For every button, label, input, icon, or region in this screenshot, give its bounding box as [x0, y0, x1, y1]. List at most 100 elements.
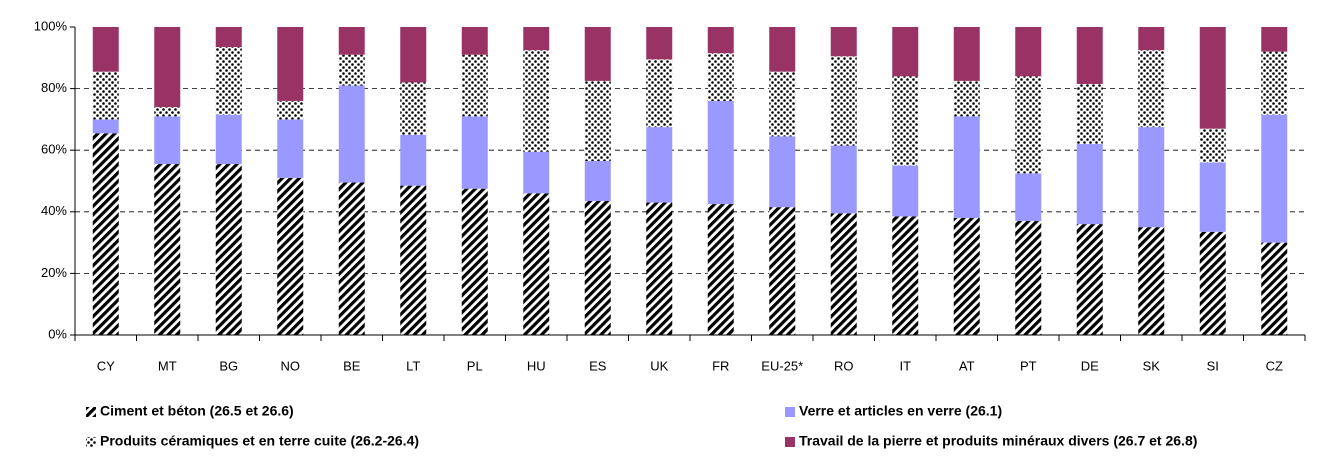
x-tick-label: FR — [712, 358, 729, 373]
bar-segment — [523, 151, 550, 194]
legend-label: Ciment et béton (26.5 et 26.6) — [100, 403, 294, 419]
legend-swatch — [86, 437, 96, 447]
bar-segment — [92, 71, 119, 120]
bar-segment — [584, 201, 611, 335]
bar-segment — [830, 145, 857, 214]
bar-segment — [523, 27, 550, 51]
bar-segment — [338, 27, 365, 55]
bar-segment — [400, 82, 427, 135]
x-tick-label: NO — [281, 358, 301, 373]
bar-segment — [892, 165, 919, 217]
bar-segment — [277, 119, 304, 178]
bar-segment — [584, 27, 611, 81]
bar-segment — [277, 177, 304, 335]
x-tick-label: DE — [1081, 358, 1099, 373]
x-tick-label: UK — [650, 358, 668, 373]
bar-segment — [338, 182, 365, 335]
bar-segment — [646, 59, 673, 128]
bar-segment — [769, 207, 796, 335]
bar-segment — [154, 164, 181, 335]
bar-segment — [1015, 221, 1042, 335]
legend-label: Produits céramiques et en terre cuite (2… — [100, 433, 419, 449]
bar-segment — [1076, 144, 1103, 225]
bar-segment — [215, 114, 242, 165]
legend-label: Travail de la pierre et produits minérau… — [799, 433, 1197, 449]
bar-segment — [584, 160, 611, 202]
bar-segment — [1076, 27, 1103, 84]
bar-segment — [523, 193, 550, 335]
bar-segment — [707, 204, 734, 335]
bar-segment — [1015, 76, 1042, 174]
bar-segment — [277, 27, 304, 101]
bar-segment — [154, 27, 181, 108]
bar-segment — [154, 107, 181, 117]
bar-segment — [1261, 242, 1288, 335]
bar-segment — [1015, 27, 1042, 77]
x-tick-label: SK — [1143, 358, 1161, 373]
x-tick-label: ES — [589, 358, 607, 373]
bar-segment — [92, 119, 119, 134]
bar-segment — [830, 56, 857, 146]
bar-segment — [215, 164, 242, 335]
bar-segment — [92, 27, 119, 72]
bar-segment — [1261, 114, 1288, 243]
bar-segment — [1076, 224, 1103, 335]
bar-segment — [338, 85, 365, 183]
bar-segment — [953, 116, 980, 218]
bar-segment — [1076, 83, 1103, 145]
bar-segment — [1015, 173, 1042, 222]
bar-segment — [1199, 128, 1226, 163]
x-tick-label: PL — [467, 358, 483, 373]
bar-segment — [461, 27, 488, 55]
bar-segment — [769, 136, 796, 208]
bar-segment — [1261, 51, 1288, 115]
bar-segment — [461, 116, 488, 189]
x-tick-label: RO — [834, 358, 854, 373]
bar-segment — [1138, 127, 1165, 228]
x-tick-label: BE — [343, 358, 361, 373]
x-tick-label: AT — [959, 358, 975, 373]
bar-segment — [953, 217, 980, 335]
bar-segment — [1138, 50, 1165, 128]
bar-segment — [646, 27, 673, 60]
y-tick-label: 0% — [48, 326, 67, 341]
bar-segment — [154, 116, 181, 165]
bar-segment — [461, 188, 488, 335]
x-tick-label: PT — [1020, 358, 1037, 373]
bar-segment — [892, 27, 919, 77]
bar-segment — [1199, 27, 1226, 129]
x-tick-label: LT — [406, 358, 420, 373]
y-tick-label: 60% — [41, 142, 67, 157]
bar-segment — [646, 202, 673, 335]
x-tick-label: CY — [97, 358, 115, 373]
bar-segment — [769, 27, 796, 72]
legend-swatch — [86, 407, 96, 417]
bar-segment — [769, 71, 796, 137]
bar-segment — [1199, 162, 1226, 232]
y-tick-label: 40% — [41, 203, 67, 218]
legend-label: Verre et articles en verre (26.1) — [799, 403, 1002, 419]
bar-segment — [646, 127, 673, 203]
legend-swatch — [785, 437, 795, 447]
x-tick-label: MT — [158, 358, 177, 373]
bar-segment — [215, 47, 242, 115]
y-tick-label: 20% — [41, 265, 67, 280]
bar-segment — [707, 27, 734, 54]
bar-segment — [830, 213, 857, 335]
x-tick-label: SI — [1207, 358, 1219, 373]
bar-segment — [523, 50, 550, 152]
bar-segment — [400, 27, 427, 83]
x-tick-label: BG — [219, 358, 238, 373]
bar-segment — [830, 27, 857, 57]
bar-segment — [1261, 27, 1288, 52]
bar-segment — [1199, 231, 1226, 335]
bar-segment — [1138, 27, 1165, 51]
bar-segment — [338, 54, 365, 86]
bar-segment — [584, 80, 611, 161]
x-tick-label: IT — [899, 358, 911, 373]
y-tick-label: 80% — [41, 80, 67, 95]
bar-segment — [461, 54, 488, 117]
bar-segment — [953, 80, 980, 117]
x-tick-label: CZ — [1266, 358, 1283, 373]
